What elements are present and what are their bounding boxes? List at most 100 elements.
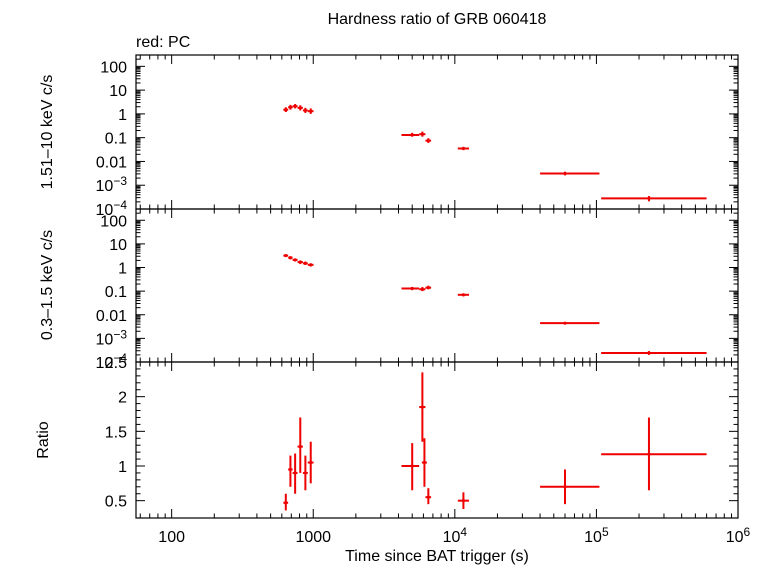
data-marker <box>410 133 414 137</box>
y-tick-label: 1 <box>118 107 127 124</box>
data-point <box>302 261 308 265</box>
data-series <box>283 104 707 202</box>
y-tick-label: 1.5 <box>105 424 127 441</box>
data-point <box>425 285 432 290</box>
data-marker <box>410 286 414 291</box>
data-marker <box>563 321 567 325</box>
panel-frame <box>135 361 739 519</box>
data-point <box>601 196 707 202</box>
data-marker <box>288 105 293 109</box>
data-point <box>283 253 289 258</box>
data-point <box>457 492 470 509</box>
data-point <box>302 455 308 491</box>
data-point <box>540 321 600 325</box>
data-point <box>307 441 314 484</box>
data-marker <box>293 258 297 262</box>
x-tick-label: 104 <box>443 525 468 546</box>
data-point <box>307 108 314 114</box>
data-point <box>288 104 293 110</box>
y-ticks <box>136 54 738 210</box>
data-point <box>540 171 600 176</box>
y-tick-label: 2.5 <box>105 355 127 372</box>
y-tick-label: 0.5 <box>105 494 127 511</box>
data-marker <box>284 501 288 505</box>
x-axis-label: Time since BAT trigger (s) <box>345 548 529 565</box>
data-marker <box>288 256 293 260</box>
data-point <box>601 351 707 355</box>
data-point <box>421 438 427 487</box>
data-marker <box>293 471 297 475</box>
data-point <box>419 372 426 442</box>
data-point <box>288 455 293 487</box>
data-marker <box>426 139 430 143</box>
data-marker <box>309 460 313 465</box>
x-ticks <box>139 55 739 209</box>
data-point <box>297 105 303 111</box>
data-marker <box>309 263 313 267</box>
data-point <box>297 260 303 265</box>
y-tick-label: 10 <box>109 83 127 100</box>
y-tick-label: 2 <box>118 390 127 407</box>
y-tick-label: 0.01 <box>96 154 127 171</box>
data-point <box>292 453 298 494</box>
y-tick-label: 100 <box>100 59 127 76</box>
data-marker <box>461 146 466 151</box>
data-marker <box>461 293 466 297</box>
y-axis-label: Ratio <box>35 421 52 458</box>
data-marker <box>420 287 424 291</box>
data-point <box>297 417 303 473</box>
data-marker <box>426 286 430 290</box>
y-tick-label: 1 <box>118 459 127 476</box>
legend-text: red: PC <box>136 34 190 51</box>
data-marker <box>426 495 430 499</box>
data-point <box>425 488 432 505</box>
data-marker <box>303 261 307 265</box>
data-point <box>425 138 432 143</box>
data-marker <box>284 108 288 112</box>
data-marker <box>647 196 651 200</box>
x-tick-label: 100 <box>158 529 185 546</box>
data-point <box>292 104 298 109</box>
y-tick-label: 100 <box>100 213 127 230</box>
data-marker <box>293 104 297 108</box>
data-point <box>419 286 426 292</box>
data-marker <box>461 499 466 503</box>
data-marker <box>647 351 651 355</box>
data-point <box>457 146 470 151</box>
y-tick-label: 10−3 <box>96 174 128 195</box>
panel-frame <box>135 208 739 363</box>
data-point <box>283 493 289 511</box>
data-marker <box>420 405 424 409</box>
data-point <box>288 256 293 260</box>
y-tick-label: 10−3 <box>96 327 128 348</box>
data-marker <box>647 452 651 456</box>
data-point <box>540 469 600 505</box>
data-marker <box>410 464 414 468</box>
y-axis-label: 1.51–10 keV c/s <box>39 75 56 190</box>
data-point <box>401 286 420 291</box>
x-ticks <box>139 209 739 362</box>
data-marker <box>309 109 313 113</box>
data-marker <box>422 460 427 465</box>
data-point <box>419 131 426 137</box>
data-marker <box>420 132 424 136</box>
y-ticks <box>136 361 738 502</box>
x-tick-label: 105 <box>584 525 609 546</box>
chart-title: Hardness ratio of GRB 060418 <box>328 11 547 28</box>
data-marker <box>298 260 302 264</box>
data-marker <box>303 108 307 113</box>
data-point <box>307 263 314 267</box>
y-ticks <box>136 208 738 363</box>
y-tick-label: 0.1 <box>105 131 127 148</box>
data-point <box>601 417 707 491</box>
panel-bottom: 2.5 2 1.5 1 0.5 Ratio 100 1000 104 105 106 <box>35 355 751 546</box>
data-series <box>283 372 707 511</box>
data-marker <box>563 485 567 489</box>
y-tick-label: 1 <box>118 261 127 278</box>
data-point <box>283 107 289 113</box>
data-series <box>283 253 707 355</box>
data-marker <box>298 444 302 449</box>
